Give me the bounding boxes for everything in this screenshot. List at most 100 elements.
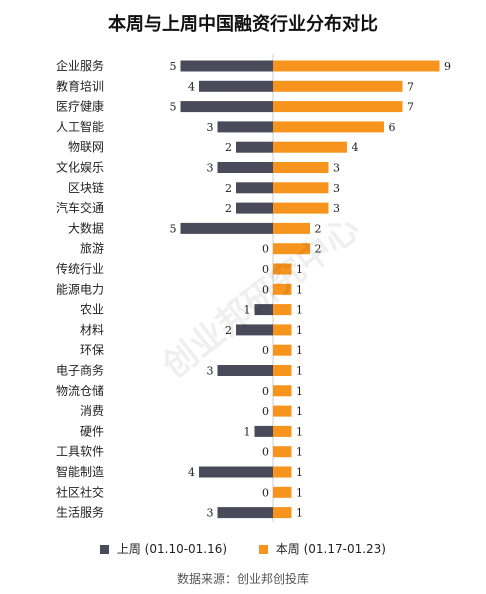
bar-this-week	[273, 425, 292, 437]
category-label: 材料	[80, 323, 104, 337]
data-label-this-week: 2	[315, 222, 322, 235]
data-label-this-week: 1	[296, 263, 303, 276]
bar-last-week	[217, 507, 273, 519]
data-label-this-week: 1	[296, 446, 303, 459]
category-label: 旅游	[80, 242, 104, 256]
data-label-last-week: 0	[262, 263, 269, 276]
bar-last-week	[254, 304, 273, 316]
bar-this-week	[273, 182, 329, 194]
data-label-this-week: 1	[296, 425, 303, 438]
legend: 上周 (01.10-01.16) 本周 (01.17-01.23)	[0, 540, 486, 557]
data-label-this-week: 1	[296, 466, 303, 479]
data-label-this-week: 2	[315, 243, 322, 256]
legend-label-last-week: 上周	[116, 542, 141, 556]
category-label: 物流仓储	[56, 383, 104, 398]
data-label-last-week: 3	[207, 507, 214, 520]
category-label: 物联网	[68, 140, 104, 154]
category-label: 电子商务	[56, 363, 104, 378]
category-label: 环保	[80, 343, 104, 357]
category-label: 人工智能	[56, 119, 104, 134]
legend-item-last-week: 上周 (01.10-01.16)	[100, 540, 227, 557]
data-label-this-week: 1	[296, 304, 303, 317]
bar-this-week	[273, 121, 384, 133]
bar-last-week	[236, 182, 273, 194]
data-label-this-week: 1	[296, 507, 303, 520]
category-label: 硬件	[80, 424, 104, 438]
category-label: 农业	[80, 303, 104, 317]
data-label-this-week: 7	[407, 101, 414, 114]
data-label-last-week: 0	[262, 446, 269, 459]
bar-last-week	[199, 80, 273, 92]
bar-this-week	[273, 60, 440, 72]
data-label-this-week: 1	[296, 385, 303, 398]
category-label: 大数据	[68, 220, 104, 235]
data-label-last-week: 0	[262, 283, 269, 296]
category-label: 能源电力	[56, 282, 104, 296]
data-label-last-week: 1	[244, 304, 251, 317]
category-label: 工具软件	[56, 445, 104, 459]
bar-this-week	[273, 141, 347, 153]
bar-last-week	[217, 162, 273, 173]
bar-last-week	[217, 121, 273, 133]
data-label-last-week: 4	[188, 80, 195, 93]
bar-this-week	[273, 243, 310, 255]
bar-this-week	[273, 324, 292, 336]
data-label-this-week: 1	[296, 405, 303, 418]
data-label-this-week: 9	[444, 60, 451, 73]
bar-this-week	[273, 101, 403, 113]
data-label-this-week: 3	[333, 162, 340, 175]
bar-last-week	[236, 324, 273, 336]
legend-period-last-week: (01.10-01.16)	[144, 542, 228, 556]
data-label-last-week: 3	[207, 121, 214, 134]
data-label-this-week: 6	[389, 121, 396, 134]
data-label-last-week: 2	[225, 141, 232, 154]
bar-last-week	[236, 202, 273, 214]
data-label-this-week: 1	[296, 365, 303, 378]
data-label-this-week: 1	[296, 486, 303, 499]
bar-last-week	[180, 222, 273, 234]
bar-last-week	[180, 60, 273, 72]
data-label-last-week: 0	[262, 405, 269, 418]
data-label-last-week: 2	[225, 202, 232, 215]
data-label-this-week: 1	[296, 344, 303, 357]
bar-this-week	[273, 486, 292, 498]
data-label-this-week: 4	[352, 141, 359, 154]
category-label: 文化娱乐	[56, 160, 104, 175]
data-label-this-week: 1	[296, 324, 303, 337]
bar-this-week	[273, 162, 329, 173]
legend-period-this-week: (01.17-01.23)	[303, 542, 386, 556]
legend-label-this-week: 本周	[275, 542, 300, 556]
data-label-last-week: 5	[170, 101, 177, 114]
bar-this-week	[273, 385, 292, 397]
category-label: 社区社交	[56, 484, 104, 499]
data-label-last-week: 2	[225, 324, 232, 337]
category-label: 医疗健康	[56, 99, 104, 114]
bar-last-week	[217, 365, 273, 376]
bar-this-week	[273, 466, 292, 478]
data-label-this-week: 3	[333, 182, 340, 195]
data-label-last-week: 0	[262, 486, 269, 499]
bar-last-week	[180, 101, 273, 113]
data-source: 数据来源：创业邦创投库	[176, 572, 309, 586]
category-label: 智能制造	[56, 464, 104, 479]
bar-last-week	[236, 141, 273, 153]
bar-this-week	[273, 80, 403, 92]
bar-this-week	[273, 507, 292, 519]
bar-this-week	[273, 283, 292, 295]
data-label-last-week: 0	[262, 243, 269, 256]
category-label: 教育培训	[56, 78, 104, 93]
bar-last-week	[199, 466, 273, 478]
bar-this-week	[273, 344, 292, 356]
bar-last-week	[254, 425, 273, 437]
bar-this-week	[273, 263, 292, 275]
category-label: 汽车交通	[56, 200, 104, 215]
category-label: 消费	[80, 404, 104, 418]
data-label-last-week: 4	[188, 466, 195, 479]
bar-this-week	[273, 304, 292, 316]
chart-title: 本周与上周中国融资行业分布对比	[108, 14, 378, 35]
bar-this-week	[273, 222, 310, 234]
data-label-last-week: 3	[207, 365, 214, 378]
data-label-last-week: 2	[225, 182, 232, 195]
data-label-last-week: 5	[170, 60, 177, 73]
